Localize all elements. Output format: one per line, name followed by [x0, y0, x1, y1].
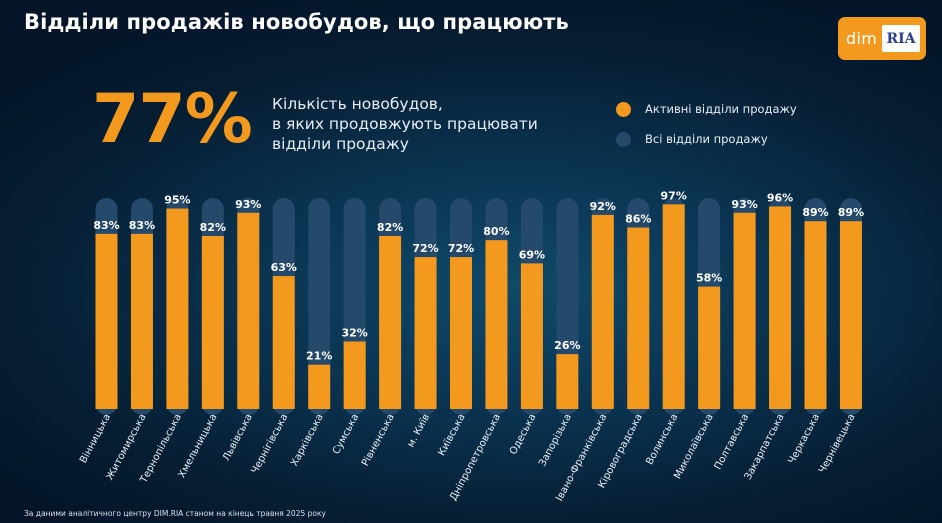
category-label-3: Хмельницька — [177, 412, 220, 480]
data-label-1: 83% — [129, 219, 155, 232]
data-label-19: 96% — [767, 191, 793, 204]
bar-active-3 — [201, 235, 224, 409]
bar-active-11 — [485, 240, 508, 409]
data-label-9: 72% — [412, 242, 438, 255]
bar-active-6 — [308, 364, 331, 409]
headline-percentage: 77% — [92, 80, 253, 159]
data-label-18: 93% — [731, 198, 757, 211]
page-title: Відділи продажів новобудов, що працюють — [24, 10, 569, 34]
bar-active-21 — [839, 221, 862, 409]
category-label-16: Волинська — [644, 412, 680, 467]
logo-ria-text: RIA — [882, 25, 920, 52]
dimria-logo: dim RIA — [838, 17, 926, 60]
chart-legend: Активні відділи продажу Всі відділи прод… — [616, 100, 797, 160]
category-label-17: Миколаївська — [672, 412, 716, 481]
bar-active-0 — [95, 233, 118, 409]
bar-active-5 — [272, 276, 295, 409]
category-label-5: Чернігівська — [249, 412, 291, 476]
data-label-3: 82% — [200, 221, 226, 234]
bar-active-12 — [520, 263, 543, 409]
data-label-16: 97% — [661, 189, 687, 202]
data-label-6: 21% — [306, 350, 332, 363]
category-label-13: Запорізька — [536, 412, 574, 469]
headline-line-1: Кількість новобудов, — [272, 95, 443, 113]
category-label-0: Вінницька — [77, 412, 113, 465]
category-label-10: Київська — [436, 412, 467, 458]
data-label-8: 82% — [377, 221, 403, 234]
category-label-18: Полтавська — [713, 412, 752, 471]
data-label-2: 95% — [164, 194, 190, 207]
headline-line-2: в яких продовжують працювати — [272, 115, 538, 133]
legend-label-all: Всі відділи продажу — [645, 132, 768, 146]
data-label-4: 93% — [235, 198, 261, 211]
headline-line-3: відділи продажу — [272, 135, 409, 153]
bar-active-9 — [414, 257, 437, 409]
data-label-10: 72% — [448, 242, 474, 255]
bar-active-2 — [166, 208, 189, 409]
data-label-17: 58% — [696, 272, 722, 285]
legend-label-active: Активні відділи продажу — [645, 102, 797, 116]
bar-active-18 — [733, 212, 756, 409]
legend-dot-active — [616, 101, 631, 117]
data-label-7: 32% — [341, 326, 367, 339]
legend-item-active: Активні відділи продажу — [616, 100, 797, 118]
legend-dot-all — [616, 131, 631, 147]
category-label-20: Черкаська — [787, 412, 823, 466]
bar-active-14 — [591, 214, 614, 409]
data-label-21: 89% — [838, 206, 864, 219]
category-label-8: Рівненська — [359, 412, 397, 468]
bar-active-1 — [130, 233, 153, 409]
baseline — [80, 409, 880, 416]
bar-active-4 — [237, 212, 260, 409]
data-label-5: 63% — [271, 261, 297, 274]
category-label-6: Харківська — [288, 412, 326, 468]
source-footnote: За даними аналітичного центру DIM.RIA ст… — [24, 509, 326, 518]
category-label-21: Чернівецька — [816, 412, 857, 476]
bar-active-8 — [379, 235, 402, 409]
bar-active-13 — [556, 354, 579, 409]
logo-dim-text: dim — [846, 29, 878, 48]
bar-active-7 — [343, 341, 366, 409]
data-label-0: 83% — [93, 219, 119, 232]
legend-item-all: Всі відділи продажу — [616, 130, 797, 148]
headline-description: Кількість новобудов, в яких продовжують … — [272, 94, 572, 154]
category-label-12: Одеська — [508, 412, 539, 456]
bar-active-16 — [662, 204, 685, 409]
category-label-7: Сумська — [331, 412, 361, 456]
category-label-9: м. Київ — [406, 412, 433, 449]
bar-active-20 — [804, 221, 827, 409]
category-label-4: Львівська — [220, 412, 255, 463]
data-label-13: 26% — [554, 339, 580, 352]
bar-active-17 — [698, 286, 721, 409]
data-label-11: 80% — [483, 225, 509, 238]
bar-active-19 — [769, 206, 792, 409]
data-label-14: 92% — [590, 200, 616, 213]
bar-active-10 — [450, 257, 472, 409]
data-label-20: 89% — [802, 206, 828, 219]
bar-all-6 — [308, 198, 331, 415]
data-label-12: 69% — [519, 248, 545, 261]
bar-active-15 — [627, 227, 650, 409]
data-label-15: 86% — [625, 213, 651, 226]
category-label-19: Закарпатська — [743, 412, 787, 482]
